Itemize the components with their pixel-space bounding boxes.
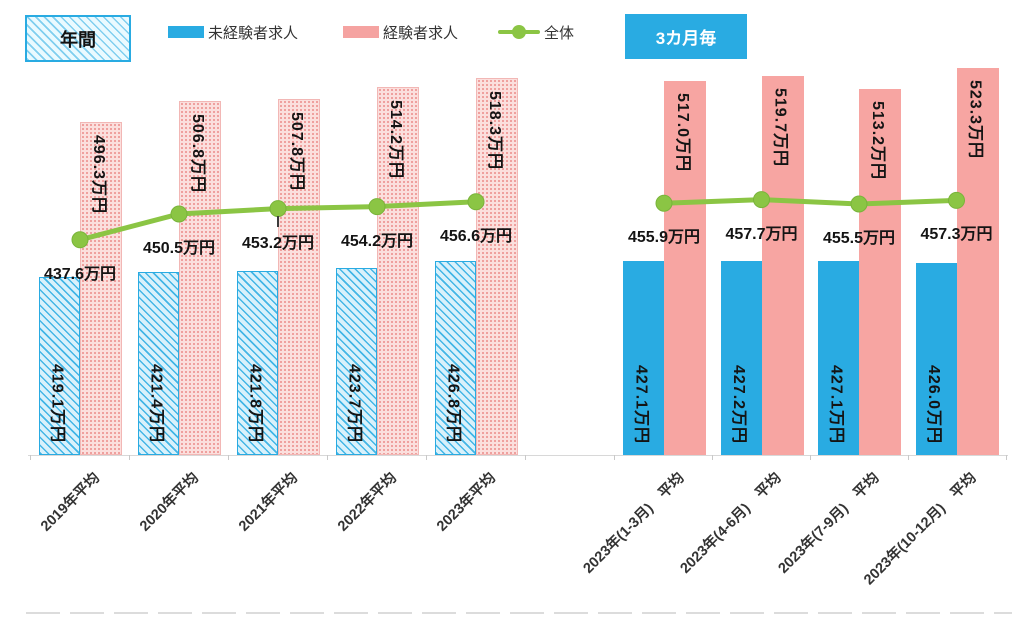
overall-value-label: 455.5万円: [822, 230, 896, 247]
bar-inexperienced: 421.4万円: [138, 272, 179, 455]
overall-value-label: 437.6万円: [43, 265, 117, 283]
overall-line-marker: [850, 195, 868, 213]
legend-label-inexperienced: 未経験者求人: [208, 24, 299, 42]
x-axis-line: [28, 455, 1008, 456]
bar-value-label: 517.0万円: [674, 93, 691, 173]
annual-badge: 年間: [25, 15, 131, 62]
bar-inexperienced: 427.1万円: [623, 260, 664, 455]
overall-line-marker: [467, 193, 485, 211]
bar-experienced: 519.7万円: [761, 75, 804, 455]
overall-line-marker: [71, 231, 89, 249]
bar-inexperienced: 419.1万円: [39, 276, 80, 455]
overall-value-label: 450.5万円: [142, 240, 216, 257]
overall-line-marker: [948, 191, 965, 209]
bar-value-label: 507.8万円: [288, 112, 305, 192]
x-axis-tick: [228, 455, 229, 460]
legend-swatch-blue-bar: [168, 26, 204, 38]
overall-value-label: 455.9万円: [627, 229, 701, 247]
bar-value-label: 423.7万円: [345, 363, 363, 443]
legend-swatch-green-line: [498, 25, 540, 39]
bar-experienced: 523.3万円: [956, 68, 999, 455]
x-axis-tick: [908, 455, 909, 460]
bar-value-label: 518.3万円: [486, 91, 503, 171]
bar-value-label: 496.3万円: [90, 135, 107, 215]
bar-experienced: 507.8万円: [278, 99, 320, 455]
legend-line-marker-icon: [512, 25, 526, 39]
x-axis-tick: [129, 455, 130, 460]
legend-label-experienced: 経験者求人: [383, 24, 459, 42]
x-axis-tick: [1006, 455, 1007, 460]
bar-inexperienced: 426.8万円: [435, 261, 476, 455]
overall-line: [661, 197, 959, 207]
bar-value-label: 519.7万円: [771, 87, 789, 167]
overall-value-label: 454.2万円: [340, 232, 414, 250]
bar-inexperienced: 423.7万円: [336, 267, 377, 455]
bar-experienced: 513.2万円: [859, 88, 901, 455]
overall-value-label: 457.7万円: [725, 225, 798, 243]
overall-line-marker: [753, 191, 770, 209]
legend-label-overall: 全体: [544, 24, 575, 42]
bar-value-label: 419.1万円: [48, 363, 66, 443]
bar-experienced: 518.3万円: [476, 78, 518, 455]
x-axis-tick: [712, 455, 713, 460]
label-leader-line: [277, 215, 279, 227]
legend-item-overall: 全体: [498, 22, 574, 42]
bar-inexperienced: 421.8万円: [237, 271, 278, 455]
bar-value-label: 514.2万円: [387, 99, 404, 179]
x-axis-tick: [30, 455, 31, 460]
x-axis-tick: [810, 455, 811, 460]
legend-item-inexperienced: 未経験者求人: [168, 22, 298, 42]
bar-value-label: 426.8万円: [444, 363, 462, 443]
overall-line-marker: [368, 198, 386, 216]
overall-line-marker: [269, 200, 287, 218]
overall-value-label: 456.6万円: [439, 227, 513, 245]
legend-swatch-pink-bar: [343, 26, 379, 38]
bar-value-label: 426.0万円: [925, 364, 942, 444]
x-axis-tick: [525, 455, 526, 460]
chart-bottom-edge: [26, 612, 1012, 614]
x-axis-tick: [614, 455, 615, 460]
overall-line-marker: [170, 205, 188, 223]
bar-inexperienced: 427.2万円: [720, 260, 762, 455]
quarterly-badge: 3カ月毎: [625, 14, 747, 59]
bar-value-label: 427.2万円: [730, 364, 747, 444]
bar-value-label: 421.4万円: [147, 363, 165, 443]
bar-value-label: 506.8万円: [189, 114, 206, 194]
x-axis-tick: [327, 455, 328, 460]
overall-value-label: 457.3万円: [920, 226, 993, 244]
bar-value-label: 421.8万円: [246, 363, 264, 443]
bar-value-label: 427.1万円: [632, 364, 650, 444]
bar-value-label: 427.1万円: [827, 364, 845, 444]
x-axis-tick: [426, 455, 427, 460]
legend-item-experienced: 経験者求人: [343, 22, 458, 42]
overall-value-label: 453.2万円: [241, 234, 315, 252]
bar-value-label: 513.2万円: [869, 100, 886, 180]
overall-line-marker: [655, 194, 673, 212]
bar-experienced: 517.0万円: [664, 81, 706, 455]
bar-value-label: 523.3万円: [966, 80, 984, 160]
bar-inexperienced: 426.0万円: [915, 263, 957, 455]
bar-inexperienced: 427.1万円: [818, 260, 859, 455]
bar-experienced: 506.8万円: [179, 101, 221, 455]
bar-experienced: 514.2万円: [377, 86, 419, 455]
bar-experienced: 496.3万円: [80, 122, 122, 455]
